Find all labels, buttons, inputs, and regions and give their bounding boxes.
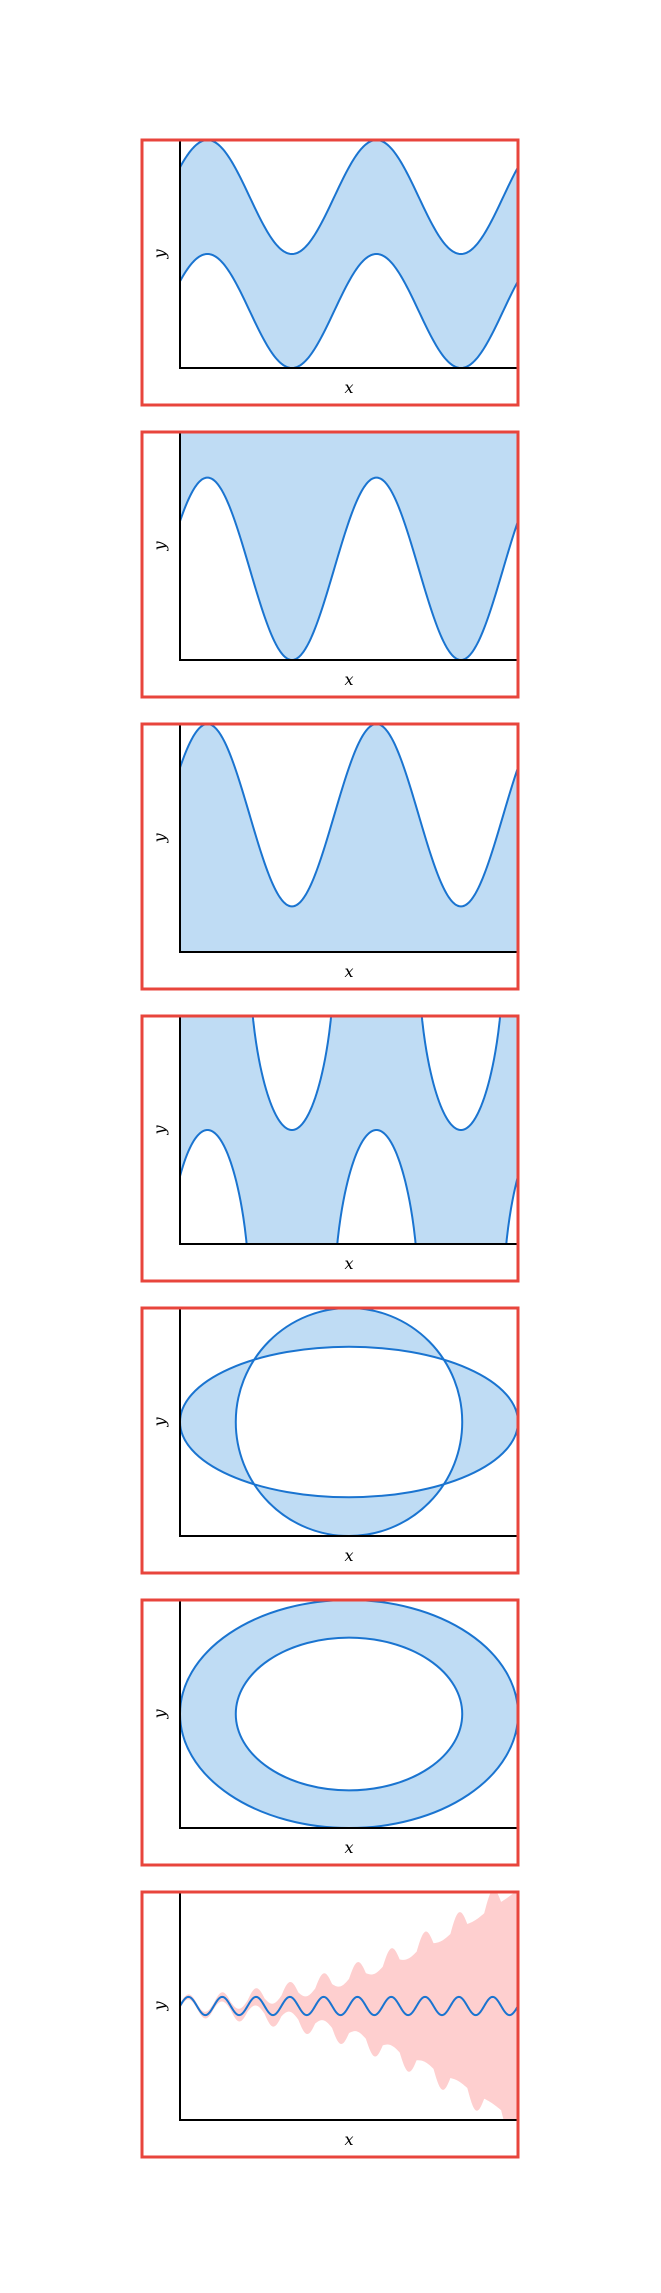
uncertainty-band	[180, 1892, 518, 2120]
series-line-1	[180, 140, 518, 255]
series-line-1	[180, 1345, 518, 1499]
plot-area-6	[180, 1600, 518, 1828]
y-axis-label: y	[150, 541, 169, 552]
chart-panel-6: xy	[140, 1598, 520, 1867]
y-axis-label: y	[150, 1417, 169, 1428]
plot-area-2	[180, 432, 518, 660]
x-axis-label: x	[344, 1254, 353, 1273]
chart-panel-2: xy	[140, 430, 520, 699]
x-axis-label: x	[344, 2130, 353, 2149]
x-axis-label: x	[344, 1838, 353, 1857]
series-line-1	[180, 724, 518, 908]
panel-frame	[140, 1306, 520, 1575]
series-line-2	[234, 1636, 464, 1792]
chart-panel-7: xy	[140, 1890, 520, 2159]
y-axis-label: y	[150, 1125, 169, 1136]
x-axis-label: x	[344, 1546, 353, 1565]
x-axis-label: x	[344, 378, 353, 397]
plot-area-5	[180, 1308, 518, 1536]
series-line-1	[180, 1995, 518, 2017]
plot-area-3	[180, 724, 518, 952]
panel-frame	[140, 1598, 520, 1867]
fill-between-area	[180, 432, 518, 660]
fill-between-area	[180, 1308, 518, 1536]
chart-panel-4: xy	[140, 1014, 520, 1283]
panel-frame	[140, 1014, 520, 1283]
panel-frame	[140, 138, 520, 407]
series-line-2	[234, 1308, 464, 1536]
fill-between-area	[180, 724, 518, 952]
panel-frame	[140, 430, 520, 699]
fill-between-area	[180, 1016, 518, 1244]
plot-area-4	[180, 1016, 518, 1244]
fill-between-area	[180, 140, 518, 368]
y-axis-label: y	[150, 1709, 169, 1720]
chart-panel-5: xy	[140, 1306, 520, 1575]
fill-between-area	[180, 1600, 518, 1828]
y-axis-label: y	[150, 249, 169, 260]
x-axis-label: x	[344, 962, 353, 981]
y-axis-label: y	[150, 2001, 169, 2012]
x-axis-label: x	[344, 670, 353, 689]
series-line-1	[251, 1016, 502, 1131]
series-line-2	[180, 1129, 518, 1244]
y-axis-label: y	[150, 833, 169, 844]
chart-panel-3: xy	[140, 722, 520, 991]
plot-area-1	[180, 140, 518, 368]
panel-frame	[140, 1890, 520, 2159]
plot-area-7	[180, 1892, 518, 2120]
chart-panel-1: xy	[140, 138, 520, 407]
panel-frame	[140, 722, 520, 991]
